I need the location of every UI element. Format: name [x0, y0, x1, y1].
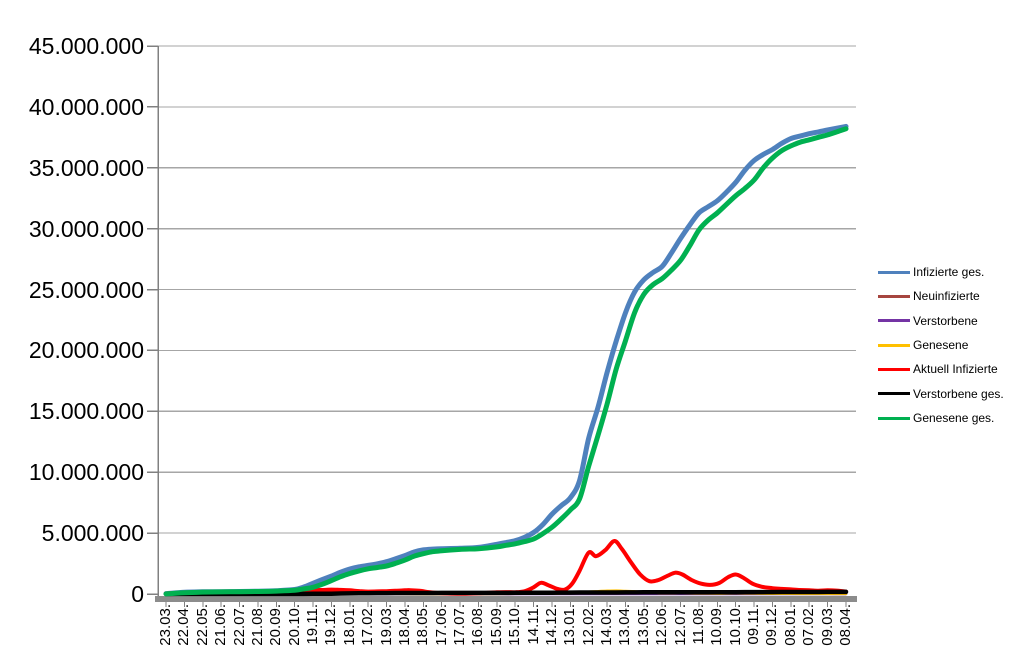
- y-axis-tick-label: 40.000.000: [28, 93, 144, 120]
- x-axis-tick-label: 10.10.: [726, 604, 744, 646]
- x-axis-tick-label: 19.12.: [322, 604, 340, 646]
- x-axis-tick-label: 13.01.: [561, 604, 579, 646]
- x-axis-tick-label: 23.03.: [157, 604, 174, 646]
- x-axis-tick-label: 22.04.: [175, 604, 193, 646]
- legend-label: Verstorbene ges.: [913, 386, 1004, 401]
- x-axis-tick-label: 09.03.: [818, 604, 836, 646]
- x-axis-tick-label: 13.04.: [616, 604, 634, 646]
- x-axis-tick-label: 10.09.: [708, 604, 726, 646]
- legend-label: Neuinfizierte: [913, 289, 980, 304]
- legend-label: Genesene ges.: [913, 411, 995, 426]
- x-axis-tick-label: 15.09.: [487, 604, 505, 646]
- x-axis-tick-label: 15.10.: [506, 604, 524, 646]
- x-axis-tick-label: 18.05.: [414, 604, 432, 646]
- legend-label: Aktuell Infizierte: [913, 362, 998, 377]
- legend-line-swatch: [878, 294, 910, 298]
- legend-line-swatch: [878, 343, 910, 347]
- y-axis-tick-label: 30.000.000: [28, 215, 144, 242]
- y-axis-tick-label: 15.000.000: [28, 398, 144, 425]
- legend-line-swatch: [878, 367, 910, 371]
- x-axis-tick-label: 07.02.: [800, 604, 818, 646]
- x-axis-tick-label: 12.06.: [653, 604, 671, 646]
- y-axis-tick-label: 35.000.000: [28, 154, 144, 181]
- y-axis-tick-label: 5.000.000: [41, 520, 144, 547]
- legend-line-swatch: [878, 416, 910, 420]
- series-line-verstorbene-ges: [163, 589, 849, 597]
- legend-item: Genesene: [878, 338, 968, 352]
- y-axis-tick-label: 25.000.000: [28, 276, 144, 303]
- legend-item: Verstorbene: [878, 314, 978, 328]
- x-axis-tick-label: 11.08.: [689, 604, 707, 645]
- legend-item: Verstorbene ges.: [878, 387, 1004, 401]
- x-axis-tick-label: 16.08.: [469, 604, 487, 646]
- x-axis-tick-label: 20.10.: [285, 604, 303, 646]
- x-axis-tick-label: 09.12.: [763, 604, 781, 646]
- x-axis-tick-label: 12.07.: [671, 604, 689, 646]
- x-axis-tick-label: 17.06.: [432, 604, 450, 646]
- x-axis-tick-label: 18.01.: [340, 604, 358, 646]
- series-line-genesene-ges: [163, 126, 849, 597]
- x-axis-tick-label: 19.11.: [304, 604, 322, 645]
- x-axis-tick-label: 08.04.: [837, 604, 854, 646]
- legend-label: Genesene: [913, 338, 969, 353]
- legend-line-swatch: [878, 270, 910, 274]
- series-line-aktuell-infizierte: [164, 539, 848, 596]
- x-axis-tick-label: 14.03.: [598, 604, 616, 646]
- y-axis-tick-label: 20.000.000: [28, 337, 144, 364]
- x-axis-tick-label: 14.11.: [524, 604, 542, 645]
- legend-item: Infizierte ges.: [878, 265, 984, 279]
- x-axis-tick-label: 17.02.: [359, 604, 377, 646]
- y-axis-tick-label: 10.000.000: [28, 459, 144, 486]
- x-axis-tick-label: 17.07.: [451, 604, 469, 646]
- x-axis-tick-label: 13.05.: [634, 604, 652, 646]
- y-axis-tick-label: 0: [131, 581, 144, 607]
- x-axis-tick-label: 20.09.: [267, 604, 285, 646]
- legend-label: Verstorbene: [913, 313, 978, 328]
- y-axis-tick-label: 45.000.000: [28, 33, 144, 59]
- legend-label: Infizierte ges.: [913, 265, 985, 279]
- x-axis-tick-label: 22.07.: [230, 604, 248, 646]
- x-axis-tick-label: 21.08.: [248, 604, 266, 646]
- x-axis-tick-label: 19.03.: [377, 604, 395, 646]
- x-axis-tick-label: 21.06.: [212, 604, 230, 646]
- legend-line-swatch: [878, 392, 910, 396]
- x-axis-tick-label: 18.04.: [395, 604, 413, 646]
- series-line-infizierte-ges: [163, 123, 849, 597]
- x-axis-tick-label: 09.11.: [745, 604, 763, 645]
- legend-item: Genesene ges.: [878, 411, 994, 425]
- x-axis-tick-label: 22.05.: [193, 604, 211, 646]
- x-axis-tick-label: 14.12.: [542, 604, 560, 646]
- legend-line-swatch: [878, 319, 910, 323]
- legend-item: Aktuell Infizierte: [878, 362, 998, 376]
- x-axis-tick-label: 12.02.: [579, 604, 597, 646]
- x-axis-tick-label: 08.01.: [781, 604, 799, 646]
- legend-item: Neuinfizierte: [878, 289, 980, 303]
